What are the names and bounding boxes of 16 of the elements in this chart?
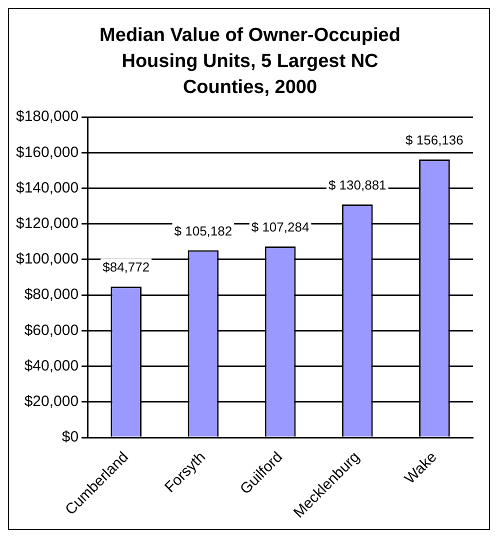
data-label: $ 130,881 [328,178,386,193]
y-tick-label: $120,000 [16,214,79,232]
y-tick-label: $0 [62,428,79,446]
y-tick-label: $160,000 [16,144,79,161]
data-label: $ 105,182 [174,223,232,238]
y-tick-label: $40,000 [24,357,79,374]
data-label: $ 107,284 [251,220,310,235]
y-tick-label: $140,000 [16,179,79,196]
y-tick-label: $80,000 [24,286,79,304]
data-label: $ 156,136 [406,132,464,148]
y-tick-label: $60,000 [24,322,79,339]
data-label: $84,772 [102,260,150,275]
y-tick-label: $100,000 [16,250,79,268]
y-tick-label: $180,000 [16,108,79,126]
y-tick-label: $20,000 [24,393,79,410]
chart-title: Median Value of Owner-Occupied Housing Units, 5 Largest NC Counties, 2000 [98,24,402,100]
